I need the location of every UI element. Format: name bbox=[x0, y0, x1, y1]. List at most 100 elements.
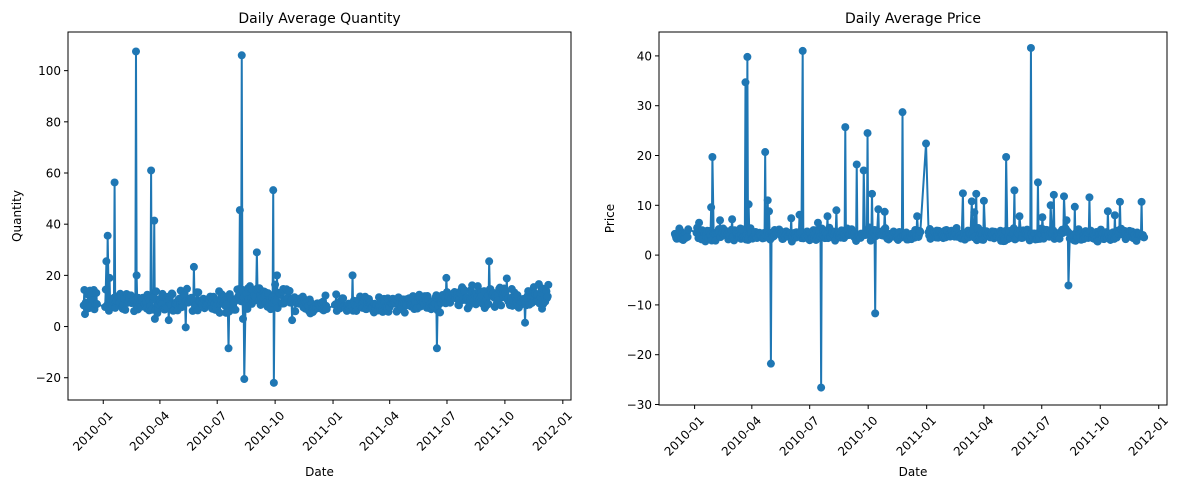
data-point bbox=[1060, 192, 1068, 201]
x-tick-label: 2010-07 bbox=[184, 408, 229, 453]
data-point bbox=[761, 148, 770, 157]
data-point bbox=[485, 257, 494, 266]
data-point bbox=[182, 284, 191, 293]
x-tick-label: 2011-10 bbox=[472, 408, 517, 453]
data-point bbox=[766, 359, 775, 368]
y-tick-label: 80 bbox=[46, 115, 61, 129]
y-tick-label: −30 bbox=[627, 398, 652, 412]
data-point bbox=[708, 153, 717, 161]
x-tick-label: 2010-10 bbox=[242, 408, 287, 453]
data-point bbox=[121, 305, 130, 314]
x-tick-label: 2011-01 bbox=[894, 413, 939, 458]
data-point bbox=[1033, 178, 1042, 187]
x-axis-label: Date bbox=[899, 465, 928, 479]
y-tick-label: 30 bbox=[637, 99, 652, 113]
data-point bbox=[1062, 216, 1071, 225]
data-point bbox=[741, 78, 750, 87]
series-line bbox=[673, 46, 1145, 389]
data-point bbox=[744, 200, 753, 209]
data-point bbox=[543, 292, 552, 301]
data-point bbox=[1064, 281, 1073, 290]
data-point bbox=[239, 314, 248, 323]
data-point bbox=[958, 189, 967, 198]
data-point bbox=[432, 344, 441, 353]
data-point bbox=[502, 274, 511, 283]
data-point bbox=[288, 316, 297, 325]
y-axis-label: Price bbox=[603, 204, 617, 233]
y-tick-label: 60 bbox=[46, 167, 61, 181]
data-point bbox=[240, 375, 249, 384]
axes-frame bbox=[658, 31, 1168, 406]
y-tick-label: 20 bbox=[46, 269, 61, 283]
quantity-chart-panel: −20 0 20 40 60 80 100 2010-01 2010-04 2010-07 2010… bbox=[10, 11, 575, 479]
data-point bbox=[707, 203, 716, 212]
data-point bbox=[150, 216, 159, 225]
y-tick-label: 20 bbox=[637, 149, 652, 163]
data-point bbox=[101, 285, 110, 294]
price-chart-panel: −30 −20 −10 0 10 20 30 40 2010-01 2010-04 2010-07 2… bbox=[603, 11, 1171, 479]
data-point bbox=[913, 212, 922, 221]
x-tick-label: 2011-07 bbox=[1009, 413, 1054, 458]
chart-title: Daily Average Quantity bbox=[238, 11, 400, 27]
data-point bbox=[194, 288, 203, 297]
data-point bbox=[460, 286, 469, 295]
data-point bbox=[716, 216, 725, 225]
data-point bbox=[102, 257, 111, 266]
data-point bbox=[1115, 197, 1124, 206]
data-point bbox=[880, 207, 889, 216]
data-point bbox=[147, 166, 156, 175]
data-point bbox=[1015, 212, 1024, 221]
data-point bbox=[970, 208, 979, 217]
data-point bbox=[465, 302, 474, 311]
data-point bbox=[131, 47, 140, 56]
y-tick-label: 10 bbox=[637, 199, 652, 213]
data-point bbox=[442, 273, 451, 282]
data-point bbox=[683, 232, 692, 241]
x-tick-label: 2010-01 bbox=[70, 408, 115, 453]
data-point bbox=[291, 307, 300, 316]
data-point bbox=[859, 166, 868, 175]
data-point bbox=[400, 308, 409, 317]
y-tick-label: 40 bbox=[46, 218, 61, 232]
data-point bbox=[1049, 190, 1058, 199]
data-point bbox=[168, 290, 177, 299]
data-point bbox=[103, 231, 112, 240]
data-point bbox=[339, 294, 348, 303]
data-point bbox=[1103, 207, 1112, 216]
data-point bbox=[436, 308, 445, 317]
data-point bbox=[832, 206, 841, 215]
x-tick-label: 2011-01 bbox=[300, 408, 345, 453]
data-point bbox=[916, 227, 925, 236]
data-point bbox=[544, 280, 553, 289]
data-point bbox=[813, 218, 822, 227]
data-point bbox=[231, 305, 240, 314]
x-tick-label: 2010-10 bbox=[835, 413, 880, 458]
data-point bbox=[237, 51, 246, 60]
data-point bbox=[521, 318, 530, 327]
x-tick-label: 2012-01 bbox=[1126, 413, 1171, 458]
x-tick-label: 2011-04 bbox=[951, 413, 996, 458]
data-point bbox=[841, 123, 850, 132]
data-point bbox=[321, 291, 330, 300]
x-tick-label: 2011-07 bbox=[414, 408, 459, 453]
data-point bbox=[104, 306, 113, 315]
x-tick-label: 2010-04 bbox=[127, 408, 172, 453]
data-point bbox=[271, 280, 280, 289]
data-point bbox=[684, 225, 693, 234]
data-point bbox=[764, 207, 773, 216]
data-point bbox=[728, 215, 737, 224]
x-tick-label: 2010-01 bbox=[662, 413, 707, 458]
data-point bbox=[269, 378, 278, 387]
data-point bbox=[763, 196, 772, 205]
data-point bbox=[922, 139, 931, 148]
data-point bbox=[497, 301, 506, 310]
y-tick-label: 0 bbox=[53, 320, 61, 334]
x-tick-label: 2011-04 bbox=[357, 408, 402, 453]
data-point bbox=[332, 290, 341, 299]
data-point bbox=[795, 210, 804, 219]
x-axis-label: Date bbox=[305, 465, 334, 479]
data-point bbox=[348, 271, 357, 280]
data-point bbox=[181, 323, 190, 332]
data-point bbox=[1110, 211, 1119, 220]
